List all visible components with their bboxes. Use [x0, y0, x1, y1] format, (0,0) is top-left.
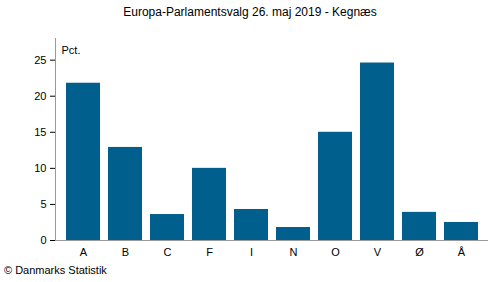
- svg-text:Pct.: Pct.: [62, 44, 81, 56]
- svg-text:F: F: [206, 246, 213, 258]
- svg-text:A: A: [80, 246, 88, 258]
- svg-text:10: 10: [34, 162, 46, 174]
- svg-text:0: 0: [40, 234, 46, 246]
- svg-text:O: O: [331, 246, 340, 258]
- svg-text:B: B: [122, 246, 129, 258]
- html-text:Europa-Parlamentsvalg 26. maj: Europa-Parlamentsvalg 26. maj 2019 - Keg…: [123, 5, 377, 19]
- svg-text:I: I: [250, 246, 253, 258]
- svg-text:Ø: Ø: [415, 246, 424, 258]
- svg-text:15: 15: [34, 126, 46, 138]
- html-text:© Danmarks Statistik: © Danmarks Statistik: [4, 264, 107, 276]
- svg-text:N: N: [290, 246, 298, 258]
- svg-text:C: C: [164, 246, 172, 258]
- svg-text:V: V: [374, 246, 382, 258]
- svg-text:20: 20: [34, 90, 46, 102]
- svg-text:Å: Å: [458, 246, 466, 258]
- svg-text:25: 25: [34, 54, 46, 66]
- svg-text:5: 5: [40, 198, 46, 210]
